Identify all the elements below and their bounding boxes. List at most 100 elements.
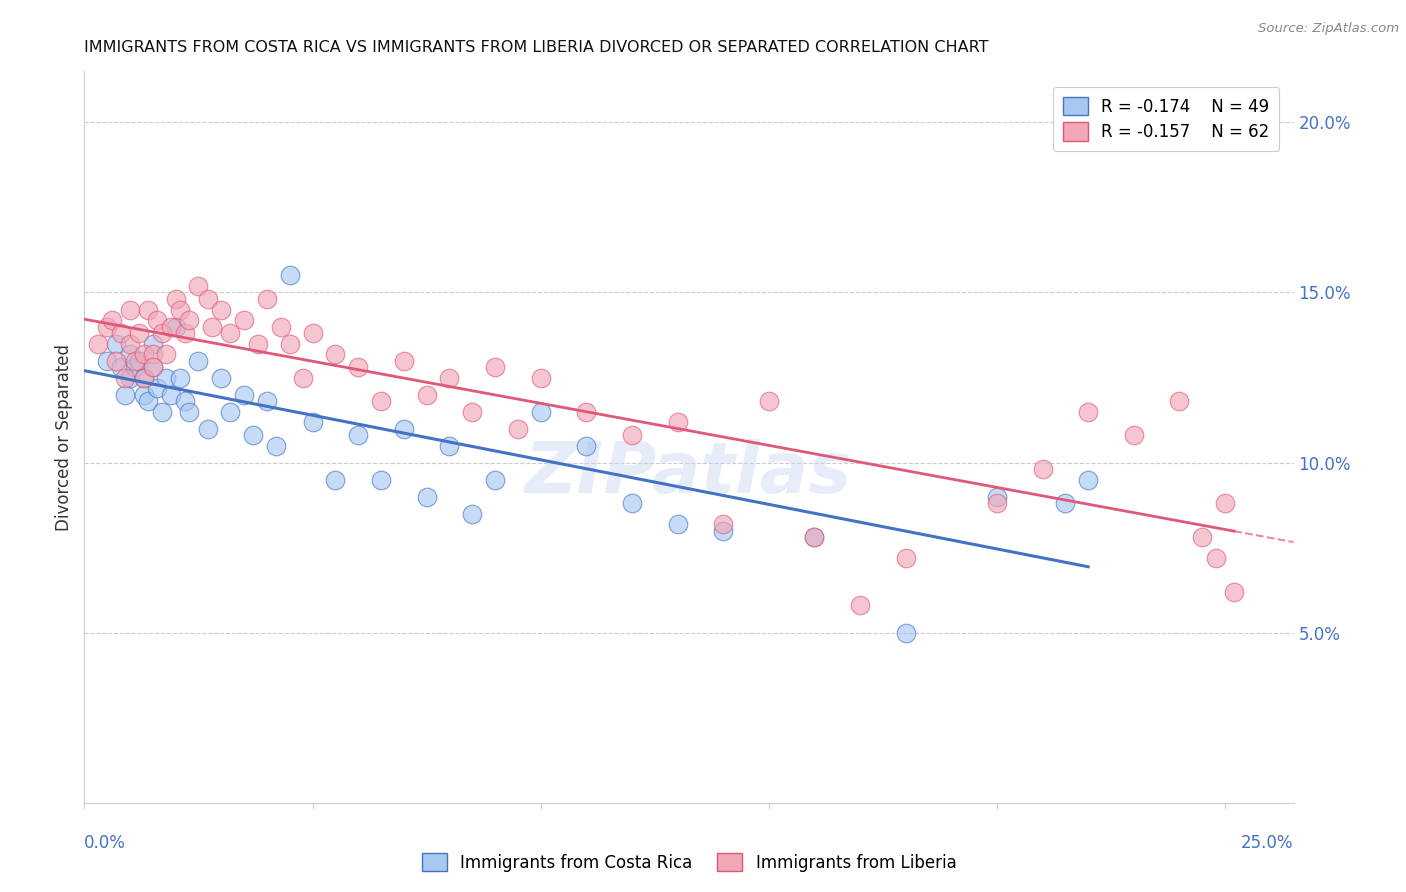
Point bbox=[124, 353, 146, 368]
Point bbox=[132, 370, 155, 384]
Point bbox=[530, 404, 553, 418]
Point bbox=[849, 599, 872, 613]
Point bbox=[278, 268, 301, 283]
Point bbox=[894, 625, 917, 640]
Point bbox=[264, 439, 287, 453]
Point bbox=[128, 353, 150, 368]
Legend: Immigrants from Costa Rica, Immigrants from Liberia: Immigrants from Costa Rica, Immigrants f… bbox=[415, 847, 963, 879]
Point bbox=[124, 360, 146, 375]
Point bbox=[1077, 404, 1099, 418]
Point bbox=[105, 353, 128, 368]
Text: 25.0%: 25.0% bbox=[1241, 834, 1294, 852]
Point bbox=[415, 490, 437, 504]
Point bbox=[233, 312, 256, 326]
Point bbox=[146, 381, 169, 395]
Point bbox=[711, 516, 734, 531]
Point bbox=[201, 319, 224, 334]
Point bbox=[986, 496, 1008, 510]
Point bbox=[986, 490, 1008, 504]
Point bbox=[620, 428, 643, 442]
Point bbox=[278, 336, 301, 351]
Point bbox=[118, 302, 141, 317]
Point bbox=[894, 550, 917, 565]
Point bbox=[209, 302, 232, 317]
Point bbox=[292, 370, 315, 384]
Point bbox=[187, 353, 209, 368]
Point bbox=[142, 360, 165, 375]
Point bbox=[347, 428, 370, 442]
Point bbox=[155, 370, 177, 384]
Point bbox=[392, 421, 415, 435]
Point bbox=[1223, 585, 1246, 599]
Point bbox=[96, 353, 118, 368]
Point bbox=[160, 319, 183, 334]
Point bbox=[165, 293, 187, 307]
Point bbox=[1205, 550, 1227, 565]
Point bbox=[132, 370, 155, 384]
Point bbox=[87, 336, 110, 351]
Point bbox=[110, 326, 132, 341]
Point bbox=[150, 326, 173, 341]
Point bbox=[711, 524, 734, 538]
Point bbox=[347, 360, 370, 375]
Point bbox=[197, 421, 219, 435]
Point bbox=[209, 370, 232, 384]
Point bbox=[370, 394, 392, 409]
Point bbox=[100, 312, 122, 326]
Point bbox=[173, 326, 195, 341]
Point bbox=[169, 302, 191, 317]
Point bbox=[256, 293, 278, 307]
Point bbox=[323, 347, 346, 361]
Point bbox=[114, 387, 136, 401]
Point bbox=[1191, 531, 1213, 545]
Point bbox=[270, 319, 292, 334]
Point bbox=[439, 439, 461, 453]
Point bbox=[187, 278, 209, 293]
Point bbox=[219, 326, 242, 341]
Point bbox=[301, 415, 323, 429]
Point bbox=[575, 404, 598, 418]
Point bbox=[803, 531, 825, 545]
Text: Source: ZipAtlas.com: Source: ZipAtlas.com bbox=[1258, 22, 1399, 36]
Point bbox=[620, 496, 643, 510]
Point bbox=[666, 516, 689, 531]
Point bbox=[246, 336, 269, 351]
Point bbox=[219, 404, 242, 418]
Point bbox=[155, 347, 177, 361]
Point bbox=[146, 312, 169, 326]
Point bbox=[173, 394, 195, 409]
Point bbox=[136, 394, 159, 409]
Point bbox=[118, 336, 141, 351]
Point bbox=[415, 387, 437, 401]
Point bbox=[439, 370, 461, 384]
Point bbox=[803, 531, 825, 545]
Point bbox=[105, 336, 128, 351]
Point bbox=[179, 312, 201, 326]
Point bbox=[118, 347, 141, 361]
Point bbox=[1032, 462, 1054, 476]
Point bbox=[242, 428, 264, 442]
Point bbox=[118, 370, 141, 384]
Point bbox=[484, 360, 506, 375]
Point bbox=[1054, 496, 1077, 510]
Point bbox=[136, 302, 159, 317]
Point bbox=[128, 326, 150, 341]
Point bbox=[114, 370, 136, 384]
Point bbox=[484, 473, 506, 487]
Text: 0.0%: 0.0% bbox=[84, 834, 127, 852]
Point bbox=[575, 439, 598, 453]
Point bbox=[1077, 473, 1099, 487]
Point bbox=[169, 370, 191, 384]
Point bbox=[392, 353, 415, 368]
Point bbox=[142, 360, 165, 375]
Point bbox=[132, 347, 155, 361]
Point bbox=[301, 326, 323, 341]
Point bbox=[197, 293, 219, 307]
Point bbox=[461, 507, 484, 521]
Point bbox=[160, 387, 183, 401]
Point bbox=[110, 360, 132, 375]
Point bbox=[1122, 428, 1144, 442]
Point bbox=[165, 319, 187, 334]
Point bbox=[461, 404, 484, 418]
Point bbox=[142, 336, 165, 351]
